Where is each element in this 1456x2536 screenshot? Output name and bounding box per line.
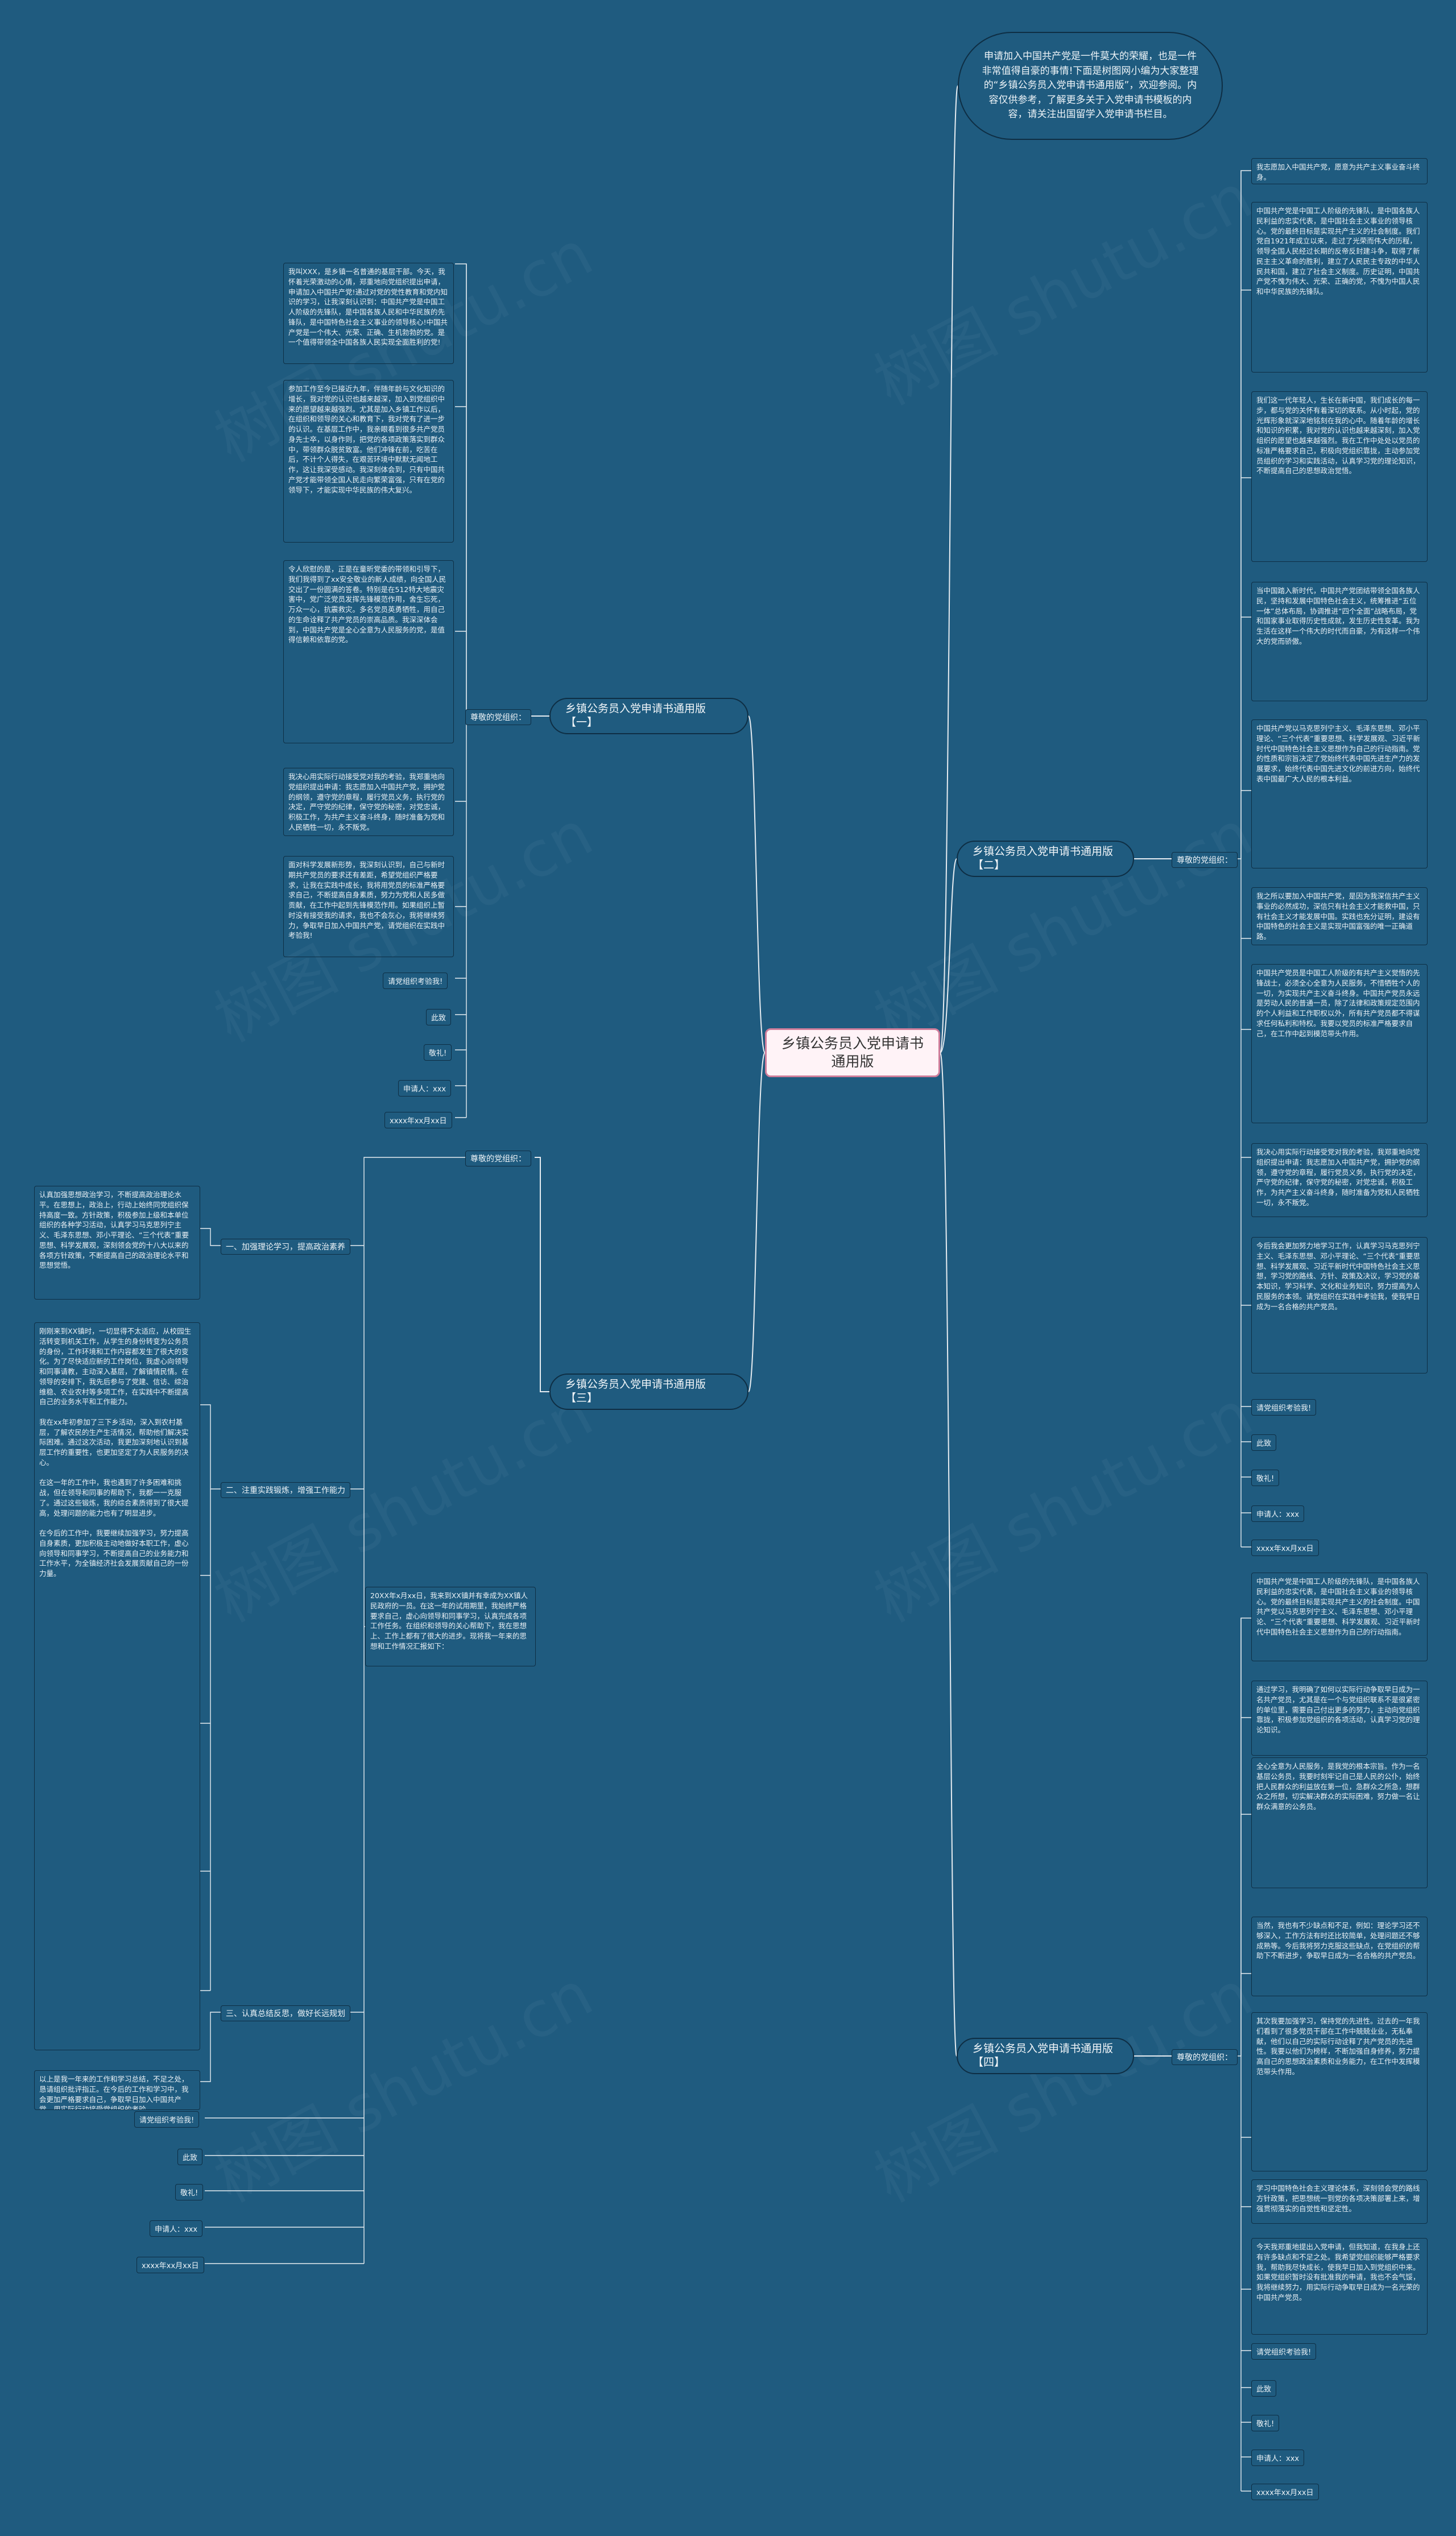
branch-1-paragraph[interactable]: 令人欣慰的是，正是在童昕党委的带领和引导下，我们我得到了xx安全敬业的新人成绩，… (283, 560, 454, 743)
branch-4-paragraph[interactable]: 学习中国特色社会主义理论体系，深刻领会党的路线方针政策，把思想统一到党的各项决策… (1251, 2179, 1428, 2224)
branch-3-intro[interactable]: 20XX年x月xx日，我来到XX镇并有幸成为XX镇人民政府的一员。在这一年的试用… (365, 1587, 536, 1666)
branch-3-closing[interactable]: 请党组织考验我! (134, 2111, 200, 2128)
branch-3-section-3-text[interactable]: 以上是我一年来的工作和学习总结，不足之处，恳请组织批评指正。在今后的工作和学习中… (34, 2070, 200, 2110)
branch-2-paragraph[interactable]: 我之所以要加入中国共产党，是因为我深信共产主义事业的必然成功，深信只有社会主义才… (1251, 887, 1428, 945)
branch-4-closing[interactable]: 请党组织考验我! (1251, 2343, 1317, 2360)
branch-1-closing[interactable]: 申请人：xxx (398, 1080, 452, 1097)
branch-4-paragraph[interactable]: 中国共产党是中国工人阶级的先锋队，是中国各族人民利益的忠实代表，是中国社会主义事… (1251, 1573, 1428, 1661)
branch-2-paragraph[interactable]: 中国共产党以马克思列宁主义、毛泽东思想、邓小平理论、“三个代表”重要思想、科学发… (1251, 719, 1428, 868)
branch-1-closing[interactable]: xxxx年xx月xx日 (384, 1112, 452, 1128)
branch-4-paragraph[interactable]: 通过学习，我明确了如何以实际行动争取早日成为一名共产党员，尤其是在一个与党组织联… (1251, 1681, 1428, 1756)
branch-2-paragraph[interactable]: 中国共产党员是中国工人阶级的有共产主义觉悟的先锋战士，必须全心全意为人民服务，不… (1251, 964, 1428, 1123)
branch-2-paragraph[interactable]: 我志愿加入中国共产党，愿意为共产主义事业奋斗终身。 (1251, 158, 1428, 184)
branch-3-closing[interactable]: 敬礼! (175, 2184, 204, 2200)
branch-4-paragraph[interactable]: 全心全意为人民服务，是我党的根本宗旨。作为一名基层公务员，我要时刻牢记自己是人民… (1251, 1757, 1428, 1888)
branch-4-paragraph[interactable]: 今天我郑重地提出入党申请，但我知道，在我身上还有许多缺点和不足之处。我希望党组织… (1251, 2238, 1428, 2335)
branch-2-paragraph[interactable]: 中国共产党是中国工人阶级的先锋队，是中国各族人民利益的忠实代表，是中国社会主义事… (1251, 202, 1428, 373)
branch-4-salutation[interactable]: 尊敬的党组织： (1172, 2049, 1238, 2065)
branch-3-label: 乡镇公务员入党申请书通用版【三】 (565, 1378, 706, 1404)
intro-text: 申请加入中国共产党是一件莫大的荣耀，也是一件非常值得自豪的事情!下面是树图网小编… (982, 51, 1199, 121)
branch-4[interactable]: 乡镇公务员入党申请书通用版【四】 (957, 2038, 1134, 2074)
branch-2-paragraph[interactable]: 当中国踏入新时代，中国共产党团结带领全国各族人民，坚持和发展中国特色社会主义，统… (1251, 582, 1428, 701)
branch-2-paragraph[interactable]: 我决心用实际行动接受党对我的考验，我郑重地向党组织提出申请：我志愿加入中国共产党… (1251, 1143, 1428, 1217)
branch-1-salutation[interactable]: 尊敬的党组织： (465, 709, 531, 725)
branch-3-section-2[interactable]: 二、注重实践锻炼，增强工作能力 (221, 1482, 350, 1498)
branch-3-closing[interactable]: xxxx年xx月xx日 (136, 2257, 204, 2273)
branch-3-section-1[interactable]: 一、加强理论学习，提高政治素养 (221, 1239, 350, 1255)
branch-3-section-3[interactable]: 三、认真总结反思，做好长远规划 (221, 2005, 350, 2021)
branch-2-label: 乡镇公务员入党申请书通用版【二】 (973, 845, 1114, 871)
branch-1-closing[interactable]: 此致 (426, 1009, 452, 1025)
branch-2-paragraph[interactable]: 我们这一代年轻人，生长在新中国，我们成长的每一步，都与党的关怀有着深切的联系。从… (1251, 391, 1428, 562)
branch-2[interactable]: 乡镇公务员入党申请书通用版【二】 (957, 841, 1134, 877)
branch-1-label: 乡镇公务员入党申请书通用版【一】 (565, 702, 706, 729)
branch-3-closing[interactable]: 此致 (177, 2149, 203, 2165)
branch-1-paragraph[interactable]: 参加工作至今已接近九年，伴随年龄与文化知识的增长，我对党的认识也越来越深，加入到… (283, 380, 454, 543)
branch-2-closing[interactable]: 请党组织考验我! (1251, 1399, 1317, 1416)
branch-1-closing[interactable]: 敬礼! (424, 1044, 452, 1061)
intro-bubble[interactable]: 申请加入中国共产党是一件莫大的荣耀，也是一件非常值得自豪的事情!下面是树图网小编… (958, 32, 1223, 140)
central-topic[interactable]: 乡镇公务员入党申请书通用版 (765, 1028, 940, 1077)
branch-2-salutation[interactable]: 尊敬的党组织： (1172, 852, 1238, 868)
branch-3[interactable]: 乡镇公务员入党申请书通用版【三】 (549, 1374, 748, 1410)
branch-4-closing[interactable]: 此致 (1251, 2380, 1277, 2397)
branch-4-paragraph[interactable]: 当然，我也有不少缺点和不足，例如：理论学习还不够深入，工作方法有时还比较简单，处… (1251, 1917, 1428, 1996)
branch-2-closing[interactable]: 申请人：xxx (1251, 1505, 1305, 1522)
branch-3-section-1-text[interactable]: 认真加强思想政治学习，不断提高政治理论水平。在思想上，政治上，行动上始终同党组织… (34, 1186, 200, 1300)
branch-1-paragraph[interactable]: 我叫XXX，是乡镇一名普通的基层干部。今天，我怀着光荣激动的心情，郑重地向党组织… (283, 263, 454, 364)
branch-4-label: 乡镇公务员入党申请书通用版【四】 (973, 2042, 1114, 2068)
branch-2-closing[interactable]: 此致 (1251, 1434, 1277, 1451)
branch-1-paragraph[interactable]: 我决心用实际行动接受党对我的考验，我郑重地向党组织提出申请：我志愿加入中国共产党… (283, 768, 454, 836)
branch-3-closing[interactable]: 申请人：xxx (150, 2220, 203, 2237)
branch-4-closing[interactable]: 敬礼! (1251, 2415, 1280, 2431)
branch-4-closing[interactable]: xxxx年xx月xx日 (1251, 2484, 1319, 2500)
branch-1-paragraph[interactable]: 面对科学发展新形势，我深刻认识到，自己与新时期共产党员的要求还有差距，希望党组织… (283, 856, 454, 957)
branch-3-salutation[interactable]: 尊敬的党组织： (465, 1151, 531, 1166)
branch-2-closing[interactable]: 敬礼! (1251, 1470, 1280, 1486)
branch-4-closing[interactable]: 申请人：xxx (1251, 2450, 1305, 2466)
branch-2-closing[interactable]: xxxx年xx月xx日 (1251, 1540, 1319, 1556)
branch-1[interactable]: 乡镇公务员入党申请书通用版【一】 (549, 698, 748, 734)
branch-2-paragraph[interactable]: 今后我会更加努力地学习工作，认真学习马克思列宁主义、毛泽东思想、邓小平理论、“三… (1251, 1237, 1428, 1374)
branch-1-closing[interactable]: 请党组织考验我! (383, 973, 448, 989)
branch-3-section-2-text[interactable]: 刚刚来到XX镇时，一切显得不太适应，从校园生活转变到机关工作，从学生的身份转变为… (34, 1322, 200, 2050)
branch-4-paragraph[interactable]: 其次我要加强学习，保持党的先进性。过去的一年我们看到了很多党员干部在工作中兢兢业… (1251, 2012, 1428, 2171)
